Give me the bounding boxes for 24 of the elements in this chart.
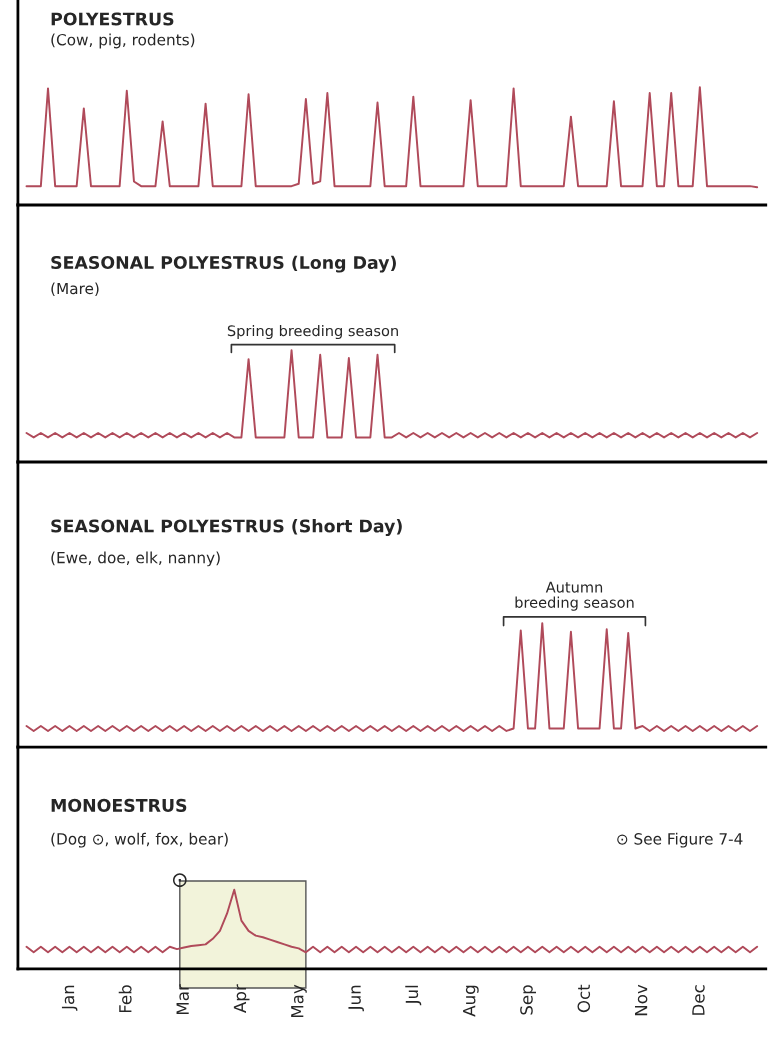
x-tick-label: Jun <box>348 985 364 1012</box>
text: Autumn breeding season <box>515 581 634 611</box>
chart-subtitle: (Mare) <box>51 282 99 297</box>
chart-title: POLYESTRUS <box>51 12 174 26</box>
x-tick-label: Sep <box>520 985 536 1015</box>
x-tick-label: Apr <box>233 984 250 1013</box>
chart-subtitle: (Ewe, doe, elk, nanny) <box>51 551 220 567</box>
x-tick-label: Aug <box>463 985 479 1017</box>
x-tick-label: Feb <box>118 985 132 1013</box>
text: ⊙ See Figure 7-4 <box>617 832 743 848</box>
text: Spring breeding season <box>227 324 398 340</box>
x-tick-label: May <box>291 984 307 1018</box>
x-tick-label: Jan <box>61 985 78 1011</box>
x-tick-label: Mar <box>176 984 189 1015</box>
x-tick-label: Jul <box>405 985 422 1006</box>
chart-title: SEASONAL POLYESTRUS (Long Day) <box>51 255 396 273</box>
chart-title: MONOESTRUS <box>51 798 187 812</box>
x-tick-label: Oct <box>577 984 591 1013</box>
x-tick-label: Dec <box>692 985 705 1015</box>
chart-subtitle: (Dog ⊙, wolf, fox, bear) <box>51 832 228 848</box>
chart-subtitle: (Cow, pig, rodents) <box>51 33 195 49</box>
band-label: ⊙ <box>172 873 187 887</box>
chart-title: SEASONAL POLYESTRUS (Short Day) <box>51 519 402 537</box>
x-tick-label: Nov <box>635 984 648 1016</box>
